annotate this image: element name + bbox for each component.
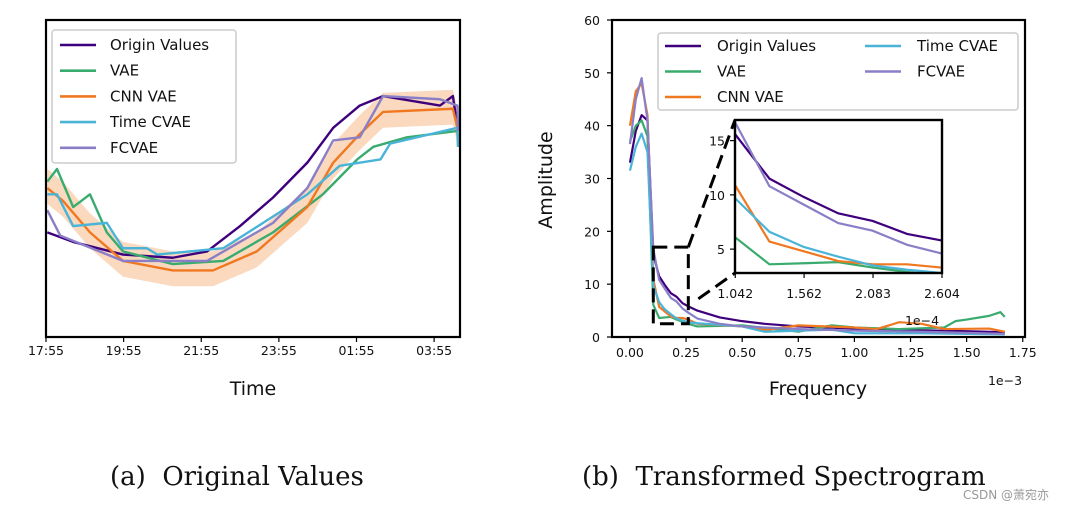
y-tick-label: 20 [584,224,600,239]
inset-x-tick-label: 2.604 [924,286,960,301]
inset-axes: 1.042 1.562 2.083 2.604 5 10 15 1e−4 [709,118,960,328]
y-tick-label: 40 [584,119,600,134]
zoom-region-box [651,245,690,326]
y-tick-label: 30 [584,172,600,187]
y-tick-label: 10 [584,277,600,292]
legend-label-cnn-vae: CNN VAE [110,87,177,105]
inset-x-tick-label: 1.042 [717,286,753,301]
inset-x-offset-label: 1e−4 [905,313,939,328]
series-fcvae [46,94,460,263]
inset-series-fcvae [735,120,942,255]
x-tick-label: 03:55 [416,343,452,358]
y-tick-label: 0 [592,330,600,345]
x-tick-label: 0.75 [784,345,812,360]
plot-area [46,89,460,287]
x-tick-label: 1.50 [953,345,981,360]
spectrogram-chart: 0.00 0.25 0.50 0.75 1.00 1.25 1.50 1.75 0 10 20 30 4… [535,13,1037,400]
original-values-chart: 17:55 19:55 21:55 23:55 01:55 03:55 Time Origin… [28,18,462,400]
inset-background [735,120,942,273]
legend-label-fcvae: FCVAE [917,63,965,81]
series-cnn-vae [46,107,460,272]
x-tick-label: 21:55 [183,343,219,358]
legend-label-time-cvae: Time CVAE [916,37,998,55]
zoom-connector-bottom [697,271,736,301]
x-tick-label: 23:55 [261,343,297,358]
x-tick-label: 01:55 [338,343,374,358]
caption-b: (b) Transformed Spectrogram [582,462,986,492]
legend-box [51,29,237,164]
x-tick-label: 0.00 [616,345,644,360]
x-tick-label: 17:55 [28,343,64,358]
x-tick-label: 1.00 [840,345,868,360]
inset-x-tick-label: 2.083 [855,286,891,301]
inset-plot-area [735,120,942,273]
watermark: CSDN @萧宛亦 [963,487,1049,502]
legend: Origin Values VAE CNN VAE Time CVAE FCVAE [657,32,1019,111]
axes-frame [44,18,462,339]
inset-series-origin-values [735,125,942,242]
legend-label-origin-values: Origin Values [110,36,209,54]
legend-label-time-cvae: Time CVAE [109,113,191,131]
inset-series-time-cvae [735,189,942,273]
x-tick-label: 0.50 [728,345,756,360]
zoom-connector-top [686,119,737,248]
legend-label-vae: VAE [110,62,139,80]
y-tick-label: 50 [584,66,600,81]
inset-y-tick-label: 10 [709,188,725,203]
x-tick-label: 0.25 [672,345,700,360]
series-vae [46,129,460,266]
y-axis-label: Amplitude [535,131,557,228]
y-tick-label: 60 [584,13,600,28]
x-tick-label: 19:55 [106,343,142,358]
x-offset-label: 1e−3 [988,373,1022,388]
legend-label-fcvae: FCVAE [110,139,158,157]
series-time-cvae [47,126,460,256]
x-axis-label: Frequency [769,378,867,400]
x-axis-label: Time [229,378,277,400]
inset-x-tick-label: 1.562 [786,286,822,301]
x-tick-label: 1.25 [897,345,925,360]
legend-box [657,32,1019,111]
series-fcvae [628,77,1005,335]
legend-label-cnn-vae: CNN VAE [717,88,784,106]
legend: Origin Values VAE CNN VAE Time CVAE FCVAE [51,29,237,164]
x-tick-label: 1.75 [1009,345,1037,360]
plot-area [628,77,1006,336]
inset-frame [733,118,944,275]
caption-a: (a) Original Values [110,462,364,492]
legend-label-vae: VAE [717,63,746,81]
inset-y-tick-label: 15 [709,134,725,149]
inset-y-tick-label: 5 [717,242,725,257]
series-origin-values [46,94,460,259]
legend-label-origin-values: Origin Values [717,37,816,55]
